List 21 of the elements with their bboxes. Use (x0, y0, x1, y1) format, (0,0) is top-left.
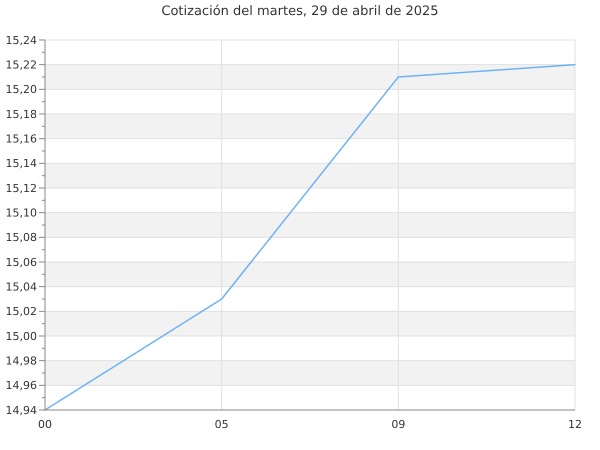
y-tick-label: 15,06 (6, 256, 37, 269)
y-tick-label: 15,10 (6, 206, 37, 220)
y-tick-label: 15,14 (6, 157, 37, 170)
y-tick-label: 15,08 (6, 231, 37, 244)
x-tick-label: 05 (214, 418, 229, 431)
x-tick-label: 09 (391, 418, 406, 431)
y-tick-label: 15,18 (6, 108, 37, 121)
y-tick-label: 14,94 (6, 404, 37, 417)
y-tick-label: 14,98 (6, 354, 37, 368)
chart-title: Cotización del martes, 29 de abril de 2025 (161, 4, 439, 19)
x-tick-label: 00 (38, 418, 52, 431)
y-tick-label: 15,22 (6, 58, 37, 72)
x-tick-label: 12 (568, 418, 582, 431)
y-tick-label: 15,04 (6, 280, 37, 294)
y-tick-label: 14,96 (6, 379, 37, 392)
y-tick-label: 15,24 (6, 34, 37, 47)
y-tick-label: 15,16 (6, 132, 37, 146)
y-tick-label: 15,20 (6, 83, 37, 96)
y-tick-label: 15,00 (6, 330, 37, 343)
y-tick-label: 15,12 (6, 182, 37, 195)
y-tick-label: 15,02 (6, 305, 37, 318)
